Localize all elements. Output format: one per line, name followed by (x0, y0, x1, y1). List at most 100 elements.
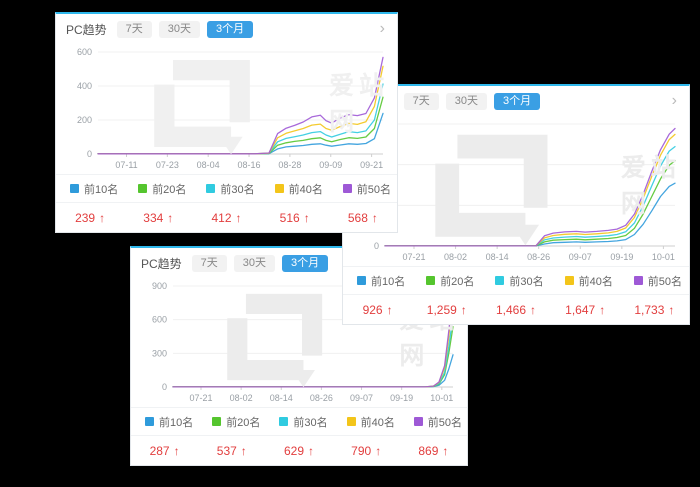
tab-7d[interactable]: 7天 (116, 20, 152, 38)
legend-item-top40[interactable]: 前40名 (261, 181, 329, 197)
legend-chip (212, 417, 222, 426)
up-arrow-icon: ↑ (442, 443, 449, 458)
up-arrow-icon: ↑ (386, 302, 393, 317)
values-row: 239 ↑ 334 ↑ 412 ↑ 516 ↑ 568 ↑ (56, 202, 397, 232)
rank-count-top50: 568 ↑ (347, 210, 378, 225)
legend-chip (346, 417, 356, 426)
legend-item-top20[interactable]: 前20名 (198, 414, 265, 430)
legend-chip (357, 276, 366, 285)
rank-count-top20: 334 ↑ (143, 210, 174, 225)
svg-text:600: 600 (152, 315, 167, 325)
svg-text:09-07: 09-07 (569, 252, 592, 262)
legend-item-top20[interactable]: 前20名 (124, 181, 192, 197)
up-arrow-icon: ↑ (375, 443, 382, 458)
tab-30d[interactable]: 30天 (445, 92, 488, 110)
svg-text:300: 300 (152, 348, 167, 358)
rank-count-top10: 287 ↑ (149, 443, 180, 458)
rank-count-top30: 1,466 ↑ (495, 302, 536, 317)
legend-chip (413, 417, 423, 426)
legend-chip (145, 417, 154, 426)
up-arrow-icon: ↑ (530, 302, 536, 317)
svg-text:07-23: 07-23 (156, 160, 179, 170)
svg-text:09-19: 09-19 (390, 393, 413, 403)
legend-item-top30[interactable]: 前30名 (192, 181, 260, 197)
rank-count-top50: 1,733 ↑ (634, 302, 675, 317)
rank-count-top30: 412 ↑ (211, 210, 242, 225)
chart-area: 爱站网 0 200 400 600 07-11 07-23 08-04 08-16 08-28 0… (56, 44, 397, 174)
svg-text:08-04: 08-04 (197, 160, 220, 170)
rank-count-top20: 1,259 ↑ (426, 302, 467, 317)
tab-30d[interactable]: 30天 (158, 20, 201, 38)
svg-text:400: 400 (77, 81, 92, 91)
legend-chip (342, 184, 352, 193)
svg-text:09-07: 09-07 (350, 393, 373, 403)
legend-item-top50[interactable]: 前50名 (620, 273, 689, 289)
svg-text:09-09: 09-09 (319, 160, 342, 170)
svg-text:08-26: 08-26 (310, 393, 333, 403)
legend-item-top50[interactable]: 前50名 (400, 414, 467, 430)
legend-item-top40[interactable]: 前40名 (333, 414, 400, 430)
panel-header: PC趋势 7天 30天 3个月 › (131, 248, 467, 278)
svg-text:600: 600 (77, 47, 92, 57)
rank-count-top50: 869 ↑ (418, 443, 449, 458)
legend-item-top30[interactable]: 前30名 (265, 414, 332, 430)
legend-chip (206, 184, 216, 193)
svg-text:08-02: 08-02 (230, 393, 253, 403)
tab-3m[interactable]: 3个月 (207, 20, 254, 38)
svg-text:07-21: 07-21 (402, 252, 425, 262)
svg-text:09-19: 09-19 (610, 252, 633, 262)
svg-text:900: 900 (152, 281, 167, 291)
legend-row: 前10名 前20名 前30名 前40名 前50名 (56, 174, 397, 202)
legend-item-top30[interactable]: 前30名 (481, 273, 550, 289)
up-arrow-icon: ↑ (173, 443, 180, 458)
svg-text:0: 0 (87, 149, 92, 159)
legend-chip (495, 276, 505, 285)
svg-text:08-28: 08-28 (278, 160, 301, 170)
up-arrow-icon: ↑ (240, 443, 247, 458)
svg-text:08-14: 08-14 (486, 252, 509, 262)
legend-item-top10[interactable]: 前10名 (131, 414, 198, 430)
rank-count-top40: 790 ↑ (351, 443, 382, 458)
panel-title: PC趋势 (66, 22, 107, 37)
pc-trend-panel-1: PC趋势 7天 30天 3个月 › 爱站网 0 200 400 600 07-11 07-… (55, 12, 398, 233)
legend-item-top40[interactable]: 前40名 (551, 273, 620, 289)
rank-count-top40: 516 ↑ (279, 210, 310, 225)
rank-count-top10: 239 ↑ (75, 210, 106, 225)
rank-count-top10: 926 ↑ (362, 302, 393, 317)
svg-text:09-21: 09-21 (360, 160, 383, 170)
up-arrow-icon: ↑ (99, 210, 106, 225)
legend-item-top50[interactable]: 前50名 (329, 181, 397, 197)
svg-text:10-01: 10-01 (652, 252, 675, 262)
legend-chip (138, 184, 148, 193)
legend-chip (70, 184, 79, 193)
up-arrow-icon: ↑ (167, 210, 174, 225)
trend-chart: 06001200180007-2108-0208-1408-2609-0709-… (359, 119, 676, 262)
tab-3m[interactable]: 3个月 (282, 254, 329, 272)
legend-row: 前10名 前20名 前30名 前40名 前50名 (131, 407, 467, 435)
tab-30d[interactable]: 30天 (233, 254, 276, 272)
trend-chart: 0 200 400 600 07-11 07-23 08-04 08-16 08-28 09-09… (77, 47, 384, 170)
up-arrow-icon: ↑ (599, 302, 606, 317)
legend-chip (564, 276, 574, 285)
legend-row: 前10名 前20名 前30名 前40名 前50名 (343, 266, 689, 294)
svg-text:08-26: 08-26 (527, 252, 550, 262)
values-row: 287 ↑ 537 ↑ 629 ↑ 790 ↑ 869 ↑ (131, 435, 467, 465)
tab-7d[interactable]: 7天 (403, 92, 439, 110)
legend-chip (279, 417, 289, 426)
up-arrow-icon: ↑ (308, 443, 314, 458)
tab-3m[interactable]: 3个月 (494, 92, 541, 110)
next-chevron-icon[interactable]: › (671, 92, 677, 109)
svg-text:0: 0 (162, 382, 167, 392)
legend-item-top20[interactable]: 前20名 (412, 273, 481, 289)
next-chevron-icon[interactable]: › (379, 20, 385, 37)
tab-7d[interactable]: 7天 (191, 254, 227, 272)
up-arrow-icon: ↑ (668, 302, 675, 317)
legend-chip (426, 276, 436, 285)
svg-text:200: 200 (77, 115, 92, 125)
legend-item-top10[interactable]: 前10名 (343, 273, 412, 289)
up-arrow-icon: ↑ (235, 210, 242, 225)
legend-chip (633, 276, 643, 285)
rank-count-top20: 537 ↑ (216, 443, 247, 458)
legend-item-top10[interactable]: 前10名 (56, 181, 124, 197)
